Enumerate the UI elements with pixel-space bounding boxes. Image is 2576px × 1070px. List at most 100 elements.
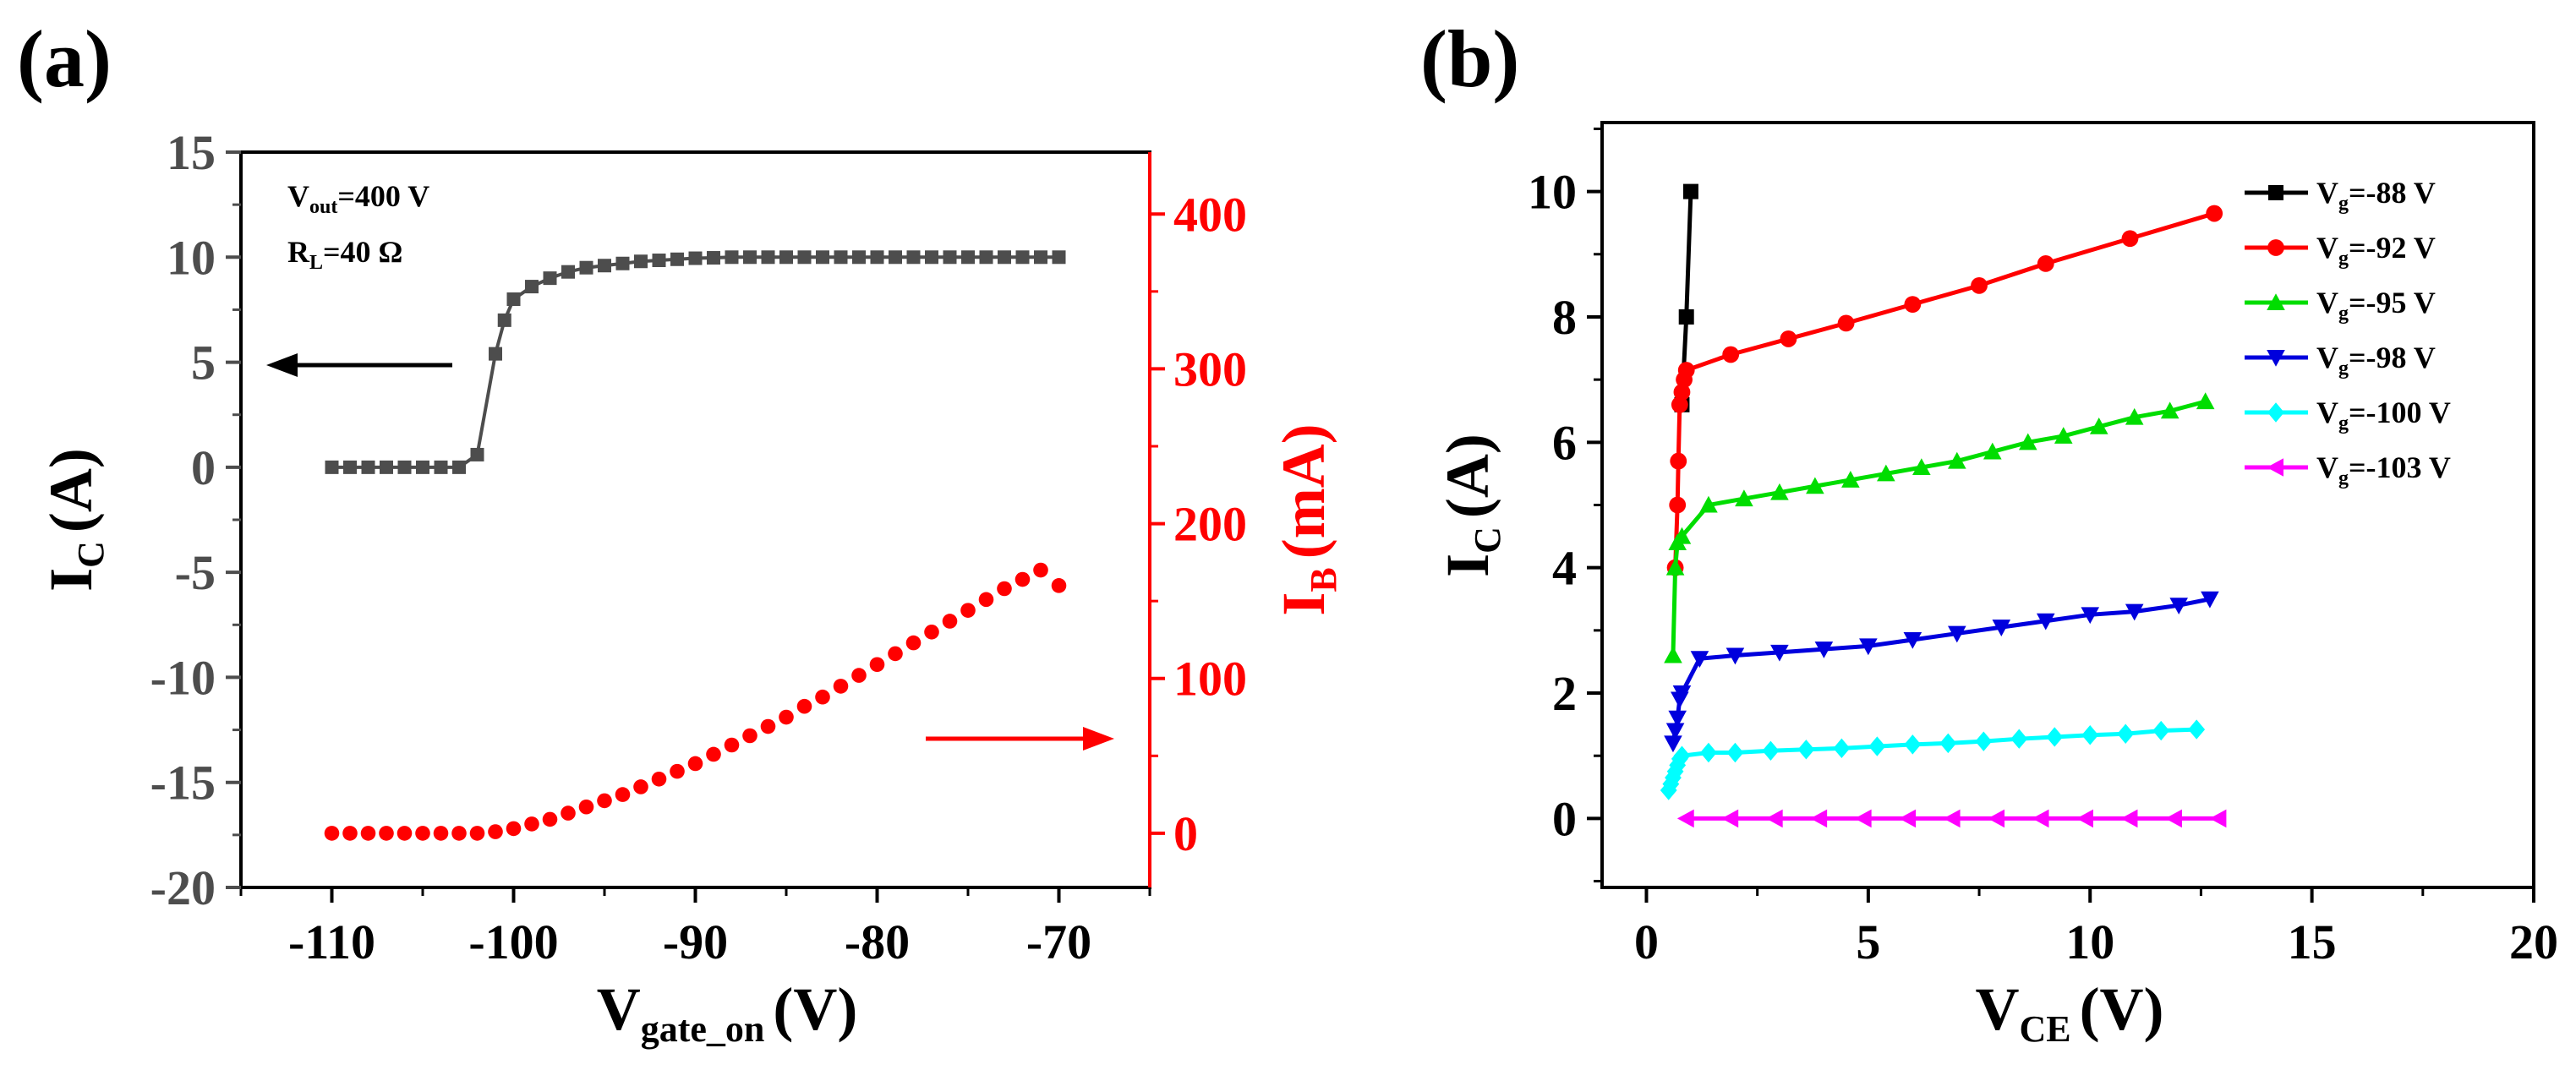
b-point-vg95 [1948,451,1966,469]
b-point-vg103 [1721,809,1739,828]
a-point-I_B [578,799,594,815]
b-point-vg95 [2018,433,2037,450]
annotation-rl: RL=40 Ω [287,235,402,274]
b-point-vg100 [2046,727,2064,747]
a-point-I_C [397,460,412,474]
b-point-vg103 [1765,809,1783,828]
b-point-vg95 [1806,477,1824,494]
a-point-I_B [960,603,976,618]
b-point-vg98 [1665,723,1685,740]
legend-label: Vg=-95 V [2316,286,2436,325]
b-point-vg92 [1904,296,1922,314]
b-point-vg100 [1797,740,1815,760]
panel-b-xlabel: VCE (V) [1975,975,2163,1050]
a-point-I_C [834,250,848,265]
a-point-I_C [688,251,703,265]
b-point-vg100 [1673,745,1691,766]
legend-marker [2267,239,2284,256]
a-point-I_C [725,250,739,265]
a-point-I_C [779,250,793,265]
b-point-vg103 [2120,809,2138,828]
annotation-vout: Vout=400 V [287,179,429,218]
a-point-I_C [615,256,630,270]
b-point-vg95 [1665,558,1685,576]
a-point-I_C [670,252,684,266]
a-point-I_C [561,265,575,279]
b-ytick-label: 0 [1552,791,1577,846]
a-series-line-I_C [331,255,1059,469]
b-point-vg92 [2121,230,2139,248]
b-point-vg92 [1971,276,1988,294]
a-point-I_C [889,250,902,265]
b-point-vg103 [2076,809,2093,828]
annotation-rl-main: R [287,235,310,269]
a-point-I_C [325,460,339,474]
svg-text:RL=40 Ω: RL=40 Ω [287,235,402,274]
a-point-I_B [687,756,703,772]
b-point-vg92 [1837,314,1855,332]
a-point-I_B [833,679,849,694]
a-point-I_C [489,347,502,361]
legend-label: Vg=-92 V [2316,231,2436,270]
a-point-I_B [670,763,685,779]
a-point-I_B [469,826,485,841]
legend-label: Vg=-98 V [2316,341,2436,379]
b-point-vg98 [1668,710,1687,728]
b-point-vg98 [2081,607,2100,625]
a-point-I_C [416,460,429,474]
b-point-vg103 [2165,809,2182,828]
a-point-I_C [652,254,666,268]
legend-marker [2267,350,2285,367]
b-point-vg103 [1943,809,1961,828]
legend-entry-vg88: Vg=-88 V [2245,176,2436,215]
a-point-I_C [761,250,775,265]
legend-entry-vg100: Vg=-100 V [2245,396,2451,434]
b-point-vg98 [1770,644,1789,662]
b-ytick-label: 2 [1552,666,1577,721]
a-point-I_C [1052,250,1066,265]
a-point-I_B [542,811,558,827]
a-point-I_B [379,826,394,841]
arrow-right-icon [926,727,1114,751]
b-point-vg98 [1992,620,2011,636]
legend-label: Vg=-100 V [2316,396,2451,434]
a-ytick-left-label: 5 [191,336,216,390]
a-point-I_B [524,816,539,832]
b-point-vg98 [1903,631,1922,649]
b-series-line-vg92 [1673,211,2215,568]
b-point-vg98 [2169,598,2188,614]
b-point-vg88 [1678,308,1694,325]
a-point-I_C [343,460,357,474]
b-series-line-vg100 [1666,727,2197,791]
a-point-I_C [470,447,484,461]
a-point-I_B [724,737,740,753]
a-point-I_B [997,581,1012,597]
a-point-I_C [943,250,957,265]
a-point-I_B [597,793,612,809]
annotation-rl-rest: =40 Ω [323,235,402,269]
a-point-I_B [342,826,358,841]
b-point-vg103 [1810,809,1828,828]
a-point-I_C [434,460,448,474]
a-ytick-left-label: 0 [191,440,216,495]
b-point-vg100 [1726,742,1744,763]
b-point-vg103 [2209,809,2227,828]
b-point-vg103 [2032,809,2049,828]
a-point-I_C [361,460,375,474]
a-point-I_B [796,698,812,714]
b-point-vg100 [1939,733,1957,754]
b-point-vg95 [1770,483,1789,500]
a-point-I_C [906,250,921,265]
b-point-vg92 [1671,396,1688,413]
a-ytick-right-label: 400 [1173,187,1247,242]
b-point-vg100 [2010,729,2028,749]
b-point-vg95 [1877,464,1895,482]
a-point-I_C [506,292,521,306]
a-point-I_C [852,250,866,265]
panel-a-label: (a) [17,14,112,104]
a-point-I_C [998,250,1011,265]
a-point-I_B [706,746,721,762]
a-point-I_C [579,260,593,275]
a-point-I_C [634,254,648,269]
